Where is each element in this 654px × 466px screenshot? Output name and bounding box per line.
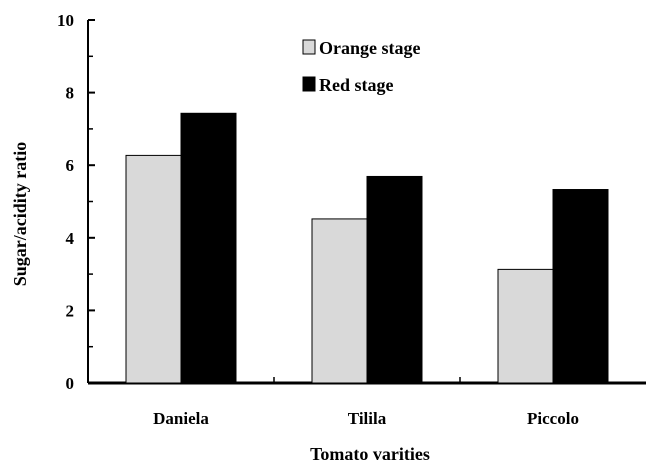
x-tick-label: Piccolo xyxy=(527,409,579,428)
legend: Orange stage Red stage xyxy=(302,38,420,95)
y-axis-title: Sugar/acidity ratio xyxy=(10,142,30,287)
y-tick-label: 6 xyxy=(66,156,75,175)
y-tick-label: 4 xyxy=(66,229,75,248)
bar-red-stage xyxy=(180,112,237,384)
y-tick-label: 0 xyxy=(66,374,75,393)
y-tick-label: 8 xyxy=(66,84,75,103)
y-tick-label: 10 xyxy=(57,11,74,30)
legend-label: Red stage xyxy=(319,75,394,95)
bar-red-stage xyxy=(366,175,423,384)
bar-orange-stage xyxy=(497,268,554,384)
legend-label: Orange stage xyxy=(319,38,420,58)
x-axis-title: Tomato varities xyxy=(310,444,430,464)
bars xyxy=(125,112,609,384)
bar-orange-stage xyxy=(125,154,182,384)
x-tick-label: Daniela xyxy=(153,409,209,428)
bar-orange-stage xyxy=(311,218,368,384)
legend-swatch xyxy=(302,76,316,92)
y-tick-label: 2 xyxy=(66,301,75,320)
x-tick-label: Tilila xyxy=(348,409,387,428)
bar-red-stage xyxy=(552,189,609,384)
legend-swatch xyxy=(302,39,316,55)
